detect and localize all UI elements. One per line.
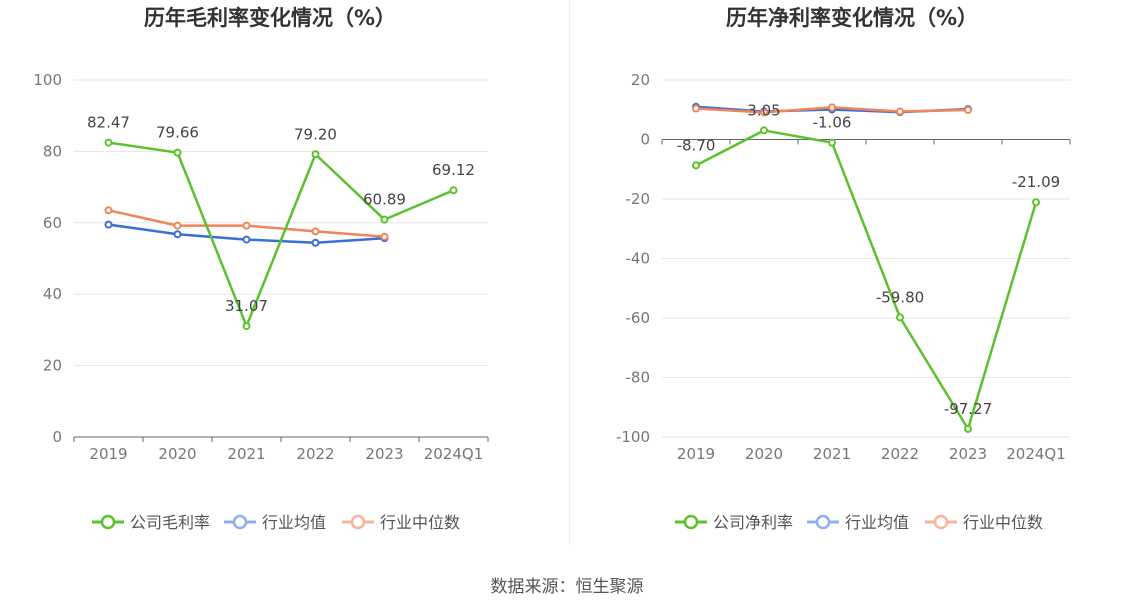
data-point-company [760,126,768,135]
data-point-industry_median [760,108,768,117]
x-tick-label: 2023 [365,445,403,463]
x-tick-label: 2020 [158,445,196,463]
y-tick-label: 40 [43,285,62,303]
data-label: 3.05 [747,101,780,119]
data-label: 79.20 [294,125,337,143]
data-label: -8.70 [677,136,716,154]
data-label: 31.07 [225,297,268,315]
data-point-industry_median [242,221,251,230]
data-point-company [380,215,389,224]
x-tick-label: 2024Q1 [424,445,484,463]
data-label: 82.47 [87,114,130,132]
series-line-company [695,129,1038,431]
data-point-company [896,313,904,322]
data-label: 69.12 [432,161,475,179]
legend-item-industry_median: 行业中位数 [925,513,1043,532]
data-point-industry_avg [173,230,182,239]
legend-item-company: 公司净利率 [675,513,793,532]
data-label: -97.27 [944,400,992,418]
data-point-company [104,138,113,147]
x-tick-label: 2022 [296,445,334,463]
legend-marker [350,514,366,530]
data-point-industry_median [380,232,389,241]
x-tick-label: 2019 [89,445,127,463]
data-label: -21.09 [1012,173,1060,191]
legend-marker [683,514,699,530]
data-point-company [449,186,458,195]
x-tick-label: 2021 [813,445,851,463]
series-line-company [108,141,454,328]
data-point-company [173,148,182,157]
legend-item-industry_avg: 行业均值 [224,513,326,532]
legend-item-company: 公司毛利率 [92,513,210,532]
x-tick-label: 2023 [949,445,987,463]
legend-marker [100,514,116,530]
legend-label: 行业均值 [845,513,909,532]
chart-title: 历年净利率变化情况（%） [726,6,978,30]
y-tick-label: 20 [631,71,650,89]
y-tick-label: -100 [616,428,650,446]
data-point-industry_avg [311,238,320,247]
data-point-company [1032,198,1040,207]
legend-label: 行业中位数 [963,513,1043,532]
chart-divider [569,0,570,545]
data-point-industry_median [692,104,700,113]
y-tick-label: 0 [52,428,62,446]
y-tick-label: -60 [626,309,651,327]
data-label: -1.06 [813,114,852,132]
legend-marker [815,514,831,530]
y-tick-label: 0 [640,131,650,149]
legend-item-industry_avg: 行业均值 [807,513,909,532]
data-label: -59.80 [876,288,924,306]
data-label: 60.89 [363,191,406,209]
x-tick-label: 2020 [745,445,783,463]
y-tick-label: 100 [33,71,62,89]
legend-label: 公司毛利率 [130,513,210,532]
x-tick-label: 2022 [881,445,919,463]
data-point-industry_median [896,107,904,116]
legend-marker [933,514,949,530]
data-point-industry_avg [104,220,113,229]
data-point-industry_median [964,106,972,115]
legend-label: 公司净利率 [713,513,793,532]
legend-label: 行业中位数 [380,513,460,532]
y-tick-label: -80 [626,369,651,387]
y-tick-label: -40 [626,250,651,268]
data-label: 79.66 [156,124,199,142]
data-point-company [692,161,700,170]
data-point-industry_avg [242,235,251,244]
chart-2: 历年净利率变化情况（%） -100 -80 -60 -40 -20 0 20 2019 2020 2… [616,6,1071,532]
x-tick-label: 2024Q1 [1006,445,1066,463]
x-tick-label: 2021 [227,445,265,463]
data-point-industry_median [104,206,113,215]
data-point-company [964,424,972,433]
y-tick-label: -20 [626,190,651,208]
data-point-company [828,138,836,147]
data-point-industry_median [173,221,182,230]
legend-label: 行业均值 [262,513,326,532]
data-point-company [311,150,320,159]
data-point-company [242,322,251,331]
legend-item-industry_median: 行业中位数 [342,513,460,532]
chart-1: 历年毛利率变化情况（%） 0 20 40 60 80 100 2019 2020 2021 2022… [33,6,489,532]
y-tick-label: 60 [43,214,62,232]
y-tick-label: 80 [43,142,62,160]
x-tick-label: 2019 [677,445,715,463]
data-point-industry_median [828,103,836,112]
chart-title: 历年毛利率变化情况（%） [144,6,396,30]
y-tick-label: 20 [43,357,62,375]
data-source: 数据来源：恒生聚源 [490,577,644,597]
data-point-industry_median [311,227,320,236]
legend-marker [232,514,248,530]
